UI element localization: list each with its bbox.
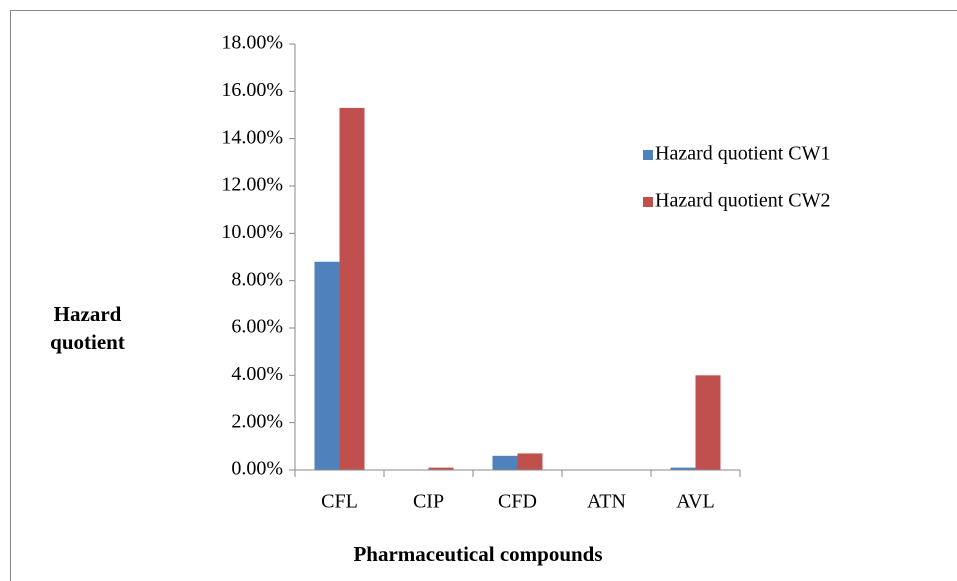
bar bbox=[314, 261, 340, 470]
legend-swatch bbox=[643, 197, 653, 207]
x-tick-label: CFL bbox=[321, 491, 358, 513]
x-tick-label: ATN bbox=[587, 491, 626, 513]
bar bbox=[339, 107, 365, 471]
y-tick-label: 8.00% bbox=[231, 268, 283, 290]
bar bbox=[517, 453, 543, 470]
y-tick-label: 14.00% bbox=[221, 126, 283, 148]
y-tick-label: 12.00% bbox=[221, 174, 283, 196]
bar bbox=[492, 455, 518, 470]
y-tick-label: 0.00% bbox=[231, 458, 283, 480]
y-tick-label: 4.00% bbox=[231, 363, 283, 385]
y-tick-label: 16.00% bbox=[221, 79, 283, 101]
x-axis-title: Pharmaceutical compounds bbox=[353, 542, 602, 566]
y-axis-title: Hazard quotient bbox=[50, 302, 125, 354]
chart-frame bbox=[10, 10, 957, 581]
x-tick-label: CFD bbox=[498, 491, 537, 513]
y-tick-label: 18.00% bbox=[221, 32, 283, 54]
x-tick-label: CIP bbox=[413, 491, 444, 513]
legend-swatch bbox=[643, 150, 653, 160]
y-tick-label: 6.00% bbox=[231, 316, 283, 338]
bar bbox=[670, 467, 696, 470]
bar bbox=[695, 375, 721, 470]
x-tick-label: AVL bbox=[676, 491, 715, 513]
bar bbox=[428, 467, 454, 470]
y-tick-label: 2.00% bbox=[231, 410, 283, 432]
legend-label: Hazard quotient CW1 bbox=[655, 143, 831, 165]
legend-label: Hazard quotient CW2 bbox=[655, 190, 831, 212]
y-tick-label: 10.00% bbox=[221, 221, 283, 243]
